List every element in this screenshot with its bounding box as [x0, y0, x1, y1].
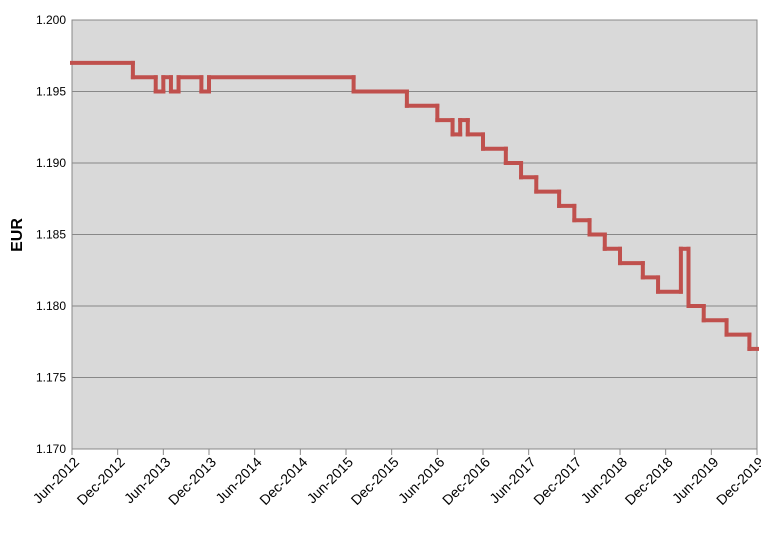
x-tick-label: Dec-2016 [439, 454, 493, 508]
x-tick-label: Dec-2017 [530, 454, 584, 508]
x-tick-label: Dec-2019 [713, 454, 761, 508]
x-tick-label: Dec-2012 [74, 454, 128, 508]
x-tick-label: Dec-2015 [348, 454, 402, 508]
y-tick-label: 1.175 [36, 371, 66, 385]
x-tick-label: Dec-2014 [256, 454, 310, 508]
y-tick-label: 1.170 [36, 442, 66, 456]
y-axis-label: EUR [9, 218, 26, 252]
y-tick-label: 1.185 [36, 228, 66, 242]
x-tick-label: Dec-2013 [165, 454, 219, 508]
y-tick-label: 1.180 [36, 299, 66, 313]
y-tick-label: 1.195 [36, 85, 66, 99]
y-tick-label: 1.200 [36, 13, 66, 27]
x-tick-label: Dec-2018 [622, 454, 676, 508]
y-tick-label: 1.190 [36, 156, 66, 170]
